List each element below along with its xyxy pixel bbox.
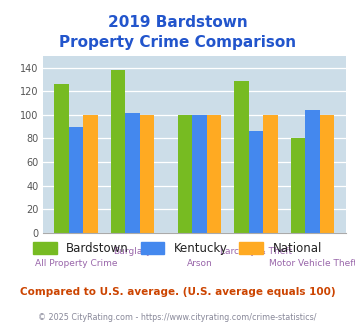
Bar xyxy=(320,115,334,233)
Text: Larceny & Theft: Larceny & Theft xyxy=(220,247,292,255)
Bar xyxy=(125,113,140,233)
Text: 2019 Bardstown: 2019 Bardstown xyxy=(108,15,247,30)
Bar xyxy=(306,110,320,233)
Bar xyxy=(263,115,278,233)
Text: Arson: Arson xyxy=(187,259,212,268)
Text: © 2025 CityRating.com - https://www.cityrating.com/crime-statistics/: © 2025 CityRating.com - https://www.city… xyxy=(38,313,317,322)
Legend: Bardstown, Kentucky, National: Bardstown, Kentucky, National xyxy=(28,237,327,260)
Bar xyxy=(178,115,192,233)
Bar xyxy=(83,115,98,233)
Bar xyxy=(69,127,83,233)
Bar xyxy=(291,139,306,233)
Bar xyxy=(140,115,154,233)
Bar xyxy=(111,70,125,233)
Text: Burglary: Burglary xyxy=(113,247,152,255)
Text: Property Crime Comparison: Property Crime Comparison xyxy=(59,35,296,50)
Text: Motor Vehicle Theft: Motor Vehicle Theft xyxy=(269,259,355,268)
Bar xyxy=(54,84,69,233)
Bar xyxy=(249,131,263,233)
Bar xyxy=(207,115,221,233)
Bar xyxy=(192,115,207,233)
Text: Compared to U.S. average. (U.S. average equals 100): Compared to U.S. average. (U.S. average … xyxy=(20,287,335,297)
Text: All Property Crime: All Property Crime xyxy=(35,259,117,268)
Bar xyxy=(235,81,249,233)
